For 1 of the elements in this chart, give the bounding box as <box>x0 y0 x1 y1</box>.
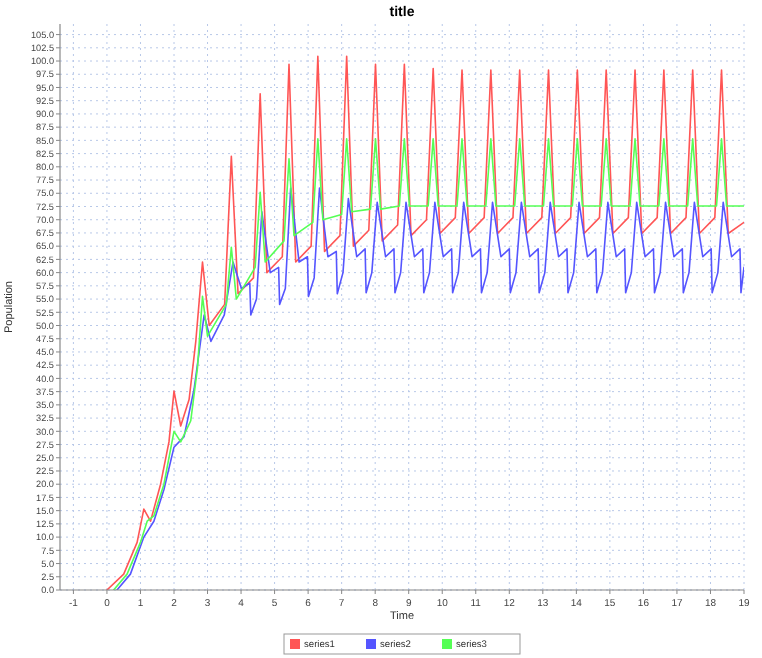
line-series <box>106 55 744 590</box>
